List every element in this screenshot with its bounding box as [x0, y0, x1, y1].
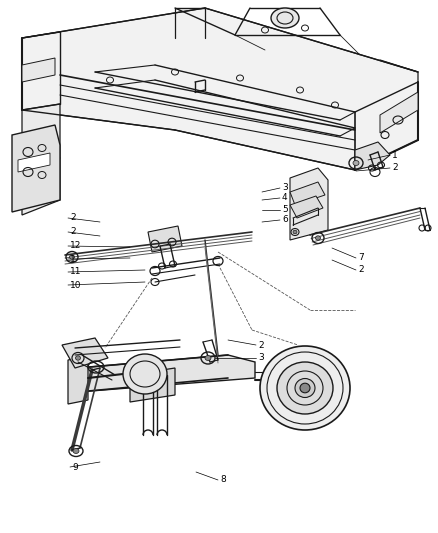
Ellipse shape: [73, 448, 79, 454]
Text: 12: 12: [70, 241, 81, 251]
Text: 6: 6: [282, 215, 288, 224]
Polygon shape: [22, 104, 60, 215]
Text: 1: 1: [70, 254, 76, 263]
Polygon shape: [380, 92, 418, 133]
Ellipse shape: [277, 362, 333, 414]
Polygon shape: [78, 355, 255, 392]
Ellipse shape: [205, 356, 211, 360]
Text: 2: 2: [70, 228, 76, 237]
Polygon shape: [22, 58, 55, 82]
Text: 8: 8: [220, 475, 226, 484]
Ellipse shape: [260, 346, 350, 430]
Text: 4: 4: [282, 193, 288, 203]
Ellipse shape: [123, 354, 167, 394]
Text: 11: 11: [70, 268, 81, 277]
Ellipse shape: [315, 236, 321, 240]
Polygon shape: [355, 142, 390, 170]
Text: 3: 3: [258, 353, 264, 362]
Text: 2: 2: [392, 164, 398, 173]
Text: 2: 2: [70, 214, 76, 222]
Ellipse shape: [353, 160, 359, 166]
Ellipse shape: [75, 356, 81, 360]
Text: 1: 1: [392, 150, 398, 159]
Ellipse shape: [295, 378, 315, 398]
Ellipse shape: [300, 383, 310, 393]
Ellipse shape: [293, 230, 297, 234]
Text: 10: 10: [70, 280, 81, 289]
Polygon shape: [62, 338, 108, 368]
Text: 3: 3: [282, 183, 288, 192]
Text: 2: 2: [358, 265, 364, 274]
Text: 7: 7: [358, 254, 364, 262]
Polygon shape: [290, 182, 325, 205]
Polygon shape: [290, 168, 328, 240]
Ellipse shape: [70, 255, 74, 259]
Polygon shape: [68, 356, 88, 404]
Polygon shape: [148, 226, 182, 252]
Text: 5: 5: [282, 206, 288, 214]
Polygon shape: [22, 8, 418, 170]
Text: 9: 9: [72, 463, 78, 472]
Polygon shape: [130, 368, 175, 402]
Ellipse shape: [271, 8, 299, 28]
Polygon shape: [12, 125, 60, 212]
Text: 2: 2: [258, 341, 264, 350]
Polygon shape: [18, 153, 50, 172]
Polygon shape: [290, 196, 323, 218]
